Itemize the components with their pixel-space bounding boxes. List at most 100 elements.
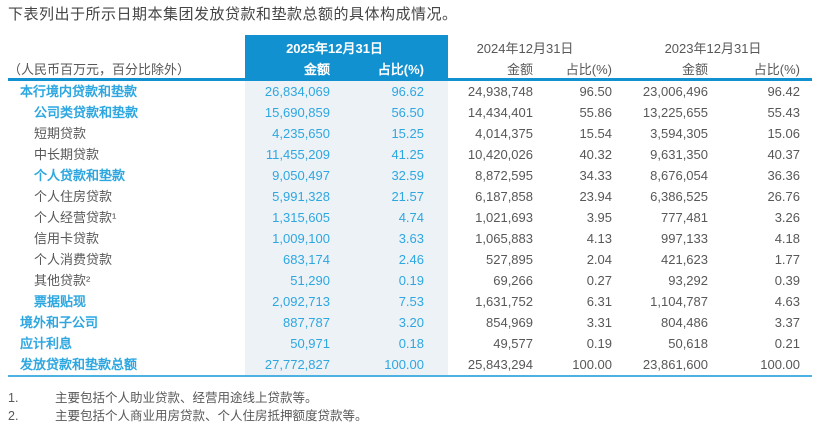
amount-2024: 69,266 <box>493 273 533 288</box>
pct-2025: 0.19 <box>332 270 448 291</box>
amount-2024: 10,420,026 <box>467 147 533 162</box>
amount-2024: 1,021,693 <box>475 210 533 225</box>
column-header-date-2024: 2024年12月31日 <box>476 40 574 56</box>
pct-2025: 2.46 <box>332 249 448 270</box>
amount-2025: 27,772,827 <box>245 354 332 377</box>
amount-2024: 49,577 <box>493 336 533 351</box>
footnote-text: 主要包括个人商业用房贷款、个人住房抵押额度贷款等。 <box>55 409 368 423</box>
table-row: 境外和子公司 887,787 3.20 854,969 3.31 804,486 3.37 <box>8 312 812 333</box>
pct-header-2024: 占比(%) <box>535 59 614 81</box>
amount-2024: 6,187,858 <box>475 189 533 204</box>
amount-2025: 26,834,069 <box>245 79 332 102</box>
table-row: 中长期贷款 11,455,209 41.25 10,420,026 40.32 9,631… <box>8 144 812 165</box>
amount-2023: 23,006,496 <box>642 84 708 99</box>
pct-header-2025: 占比(%) <box>332 59 448 81</box>
row-label: 个人消费贷款 <box>34 252 113 267</box>
table-row: 公司类贷款和垫款 15,690,859 56.50 14,434,401 55.86 13… <box>8 102 812 123</box>
row-label: 境外和子公司 <box>20 315 99 330</box>
header-spacer <box>8 35 245 59</box>
pct-2023: 55.43 <box>767 105 800 120</box>
pct-2024: 15.54 <box>579 126 612 141</box>
amount-2025: 4,235,650 <box>245 123 332 144</box>
amount-2023: 8,676,054 <box>650 168 708 183</box>
footnote-text: 主要包括个人助业贷款、经营用途线上贷款等。 <box>55 391 318 405</box>
pct-2025: 96.62 <box>332 79 448 102</box>
pct-2025: 0.18 <box>332 333 448 354</box>
pct-2024: 23.94 <box>579 189 612 204</box>
pct-2023: 100.00 <box>710 354 812 377</box>
amount-2023: 421,623 <box>661 252 708 267</box>
amount-2024: 14,434,401 <box>467 105 533 120</box>
pct-2024: 6.31 <box>586 294 612 309</box>
amount-2024: 4,014,375 <box>475 126 533 141</box>
amount-2023: 23,861,600 <box>614 354 710 377</box>
table-row: 个人经营贷款¹ 1,315,605 4.74 1,021,693 3.95 777,481… <box>8 207 812 228</box>
amount-2025: 51,290 <box>245 270 332 291</box>
amount-2024: 527,895 <box>486 252 533 267</box>
row-label: 应计利息 <box>20 336 73 351</box>
table-body: 本行境内贷款和垫款 26,834,069 96.62 24,938,748 96.50 2… <box>8 79 812 377</box>
pct-2023: 96.42 <box>767 84 800 99</box>
column-header-date-2025: 2025年12月31日 <box>245 35 448 59</box>
pct-2023: 4.63 <box>774 294 800 309</box>
row-label: 本行境内贷款和垫款 <box>20 84 138 99</box>
amount-2025: 5,991,328 <box>245 186 332 207</box>
footnote-number: 1. <box>8 391 19 405</box>
footnotes: 1. 主要包括个人助业贷款、经营用途线上贷款等。 2. 主要包括个人商业用房贷款… <box>8 389 812 425</box>
row-label: 公司类贷款和垫款 <box>34 105 139 120</box>
amount-2024: 8,872,595 <box>475 168 533 183</box>
pct-2024: 3.31 <box>586 315 612 330</box>
pct-2023: 0.21 <box>774 336 800 351</box>
pct-2024: 2.04 <box>586 252 612 267</box>
amount-2025: 1,315,605 <box>245 207 332 228</box>
amount-2024: 24,938,748 <box>467 84 533 99</box>
pct-2023: 3.37 <box>774 315 800 330</box>
pct-2023: 3.26 <box>774 210 800 225</box>
amount-2024: 1,065,883 <box>475 231 533 246</box>
amount-2023: 3,594,305 <box>650 126 708 141</box>
pct-2025: 3.63 <box>332 228 448 249</box>
pct-2025: 3.20 <box>332 312 448 333</box>
row-label: 中长期贷款 <box>34 147 100 162</box>
pct-2025: 4.74 <box>332 207 448 228</box>
row-label: 其他贷款² <box>34 273 91 288</box>
pct-2023: 26.76 <box>767 189 800 204</box>
pct-2024: 100.00 <box>535 354 614 377</box>
footnote-number: 2. <box>8 409 19 423</box>
pct-2025: 21.57 <box>332 186 448 207</box>
row-label: 个人经营贷款¹ <box>34 210 117 225</box>
table-row: 短期贷款 4,235,650 15.25 4,014,375 15.54 3,594,30… <box>8 123 812 144</box>
footnote-1: 1. 主要包括个人助业贷款、经营用途线上贷款等。 <box>8 389 812 407</box>
pct-2025: 7.53 <box>332 291 448 312</box>
amount-2023: 13,225,655 <box>642 105 708 120</box>
amount-2023: 997,133 <box>661 231 708 246</box>
amount-2023: 804,486 <box>661 315 708 330</box>
table-row: 信用卡贷款 1,009,100 3.63 1,065,883 4.13 997,133 4.… <box>8 228 812 249</box>
table-row: 个人住房贷款 5,991,328 21.57 6,187,858 23.94 6,386,… <box>8 186 812 207</box>
amount-2025: 1,009,100 <box>245 228 332 249</box>
table-row: 个人消费贷款 683,174 2.46 527,895 2.04 421,623 1.77 <box>8 249 812 270</box>
pct-2023: 4.18 <box>774 231 800 246</box>
pct-2024: 34.33 <box>579 168 612 183</box>
table-row: 个人贷款和垫款 9,050,497 32.59 8,872,595 34.33 8,676… <box>8 165 812 186</box>
amount-2023: 50,618 <box>668 336 708 351</box>
amount-2025: 9,050,497 <box>245 165 332 186</box>
pct-2023: 15.06 <box>767 126 800 141</box>
amount-2025: 683,174 <box>245 249 332 270</box>
amount-2023: 6,386,525 <box>650 189 708 204</box>
amount-2023: 93,292 <box>668 273 708 288</box>
pct-2024: 96.50 <box>579 84 612 99</box>
row-label: 信用卡贷款 <box>34 231 100 246</box>
table-header-dates: 2025年12月31日 2024年12月31日 2023年12月31日 <box>8 35 812 59</box>
row-label: 个人住房贷款 <box>34 189 113 204</box>
column-header-date-2023: 2023年12月31日 <box>664 40 762 56</box>
row-label: 发放贷款和垫款总额 <box>8 354 245 377</box>
footnote-2: 2. 主要包括个人商业用房贷款、个人住房抵押额度贷款等。 <box>8 407 812 425</box>
amount-2025: 2,092,713 <box>245 291 332 312</box>
pct-2023: 36.36 <box>767 168 800 183</box>
amount-2025: 887,787 <box>245 312 332 333</box>
pct-2025: 32.59 <box>332 165 448 186</box>
pct-2024: 0.19 <box>586 336 612 351</box>
pct-2025: 41.25 <box>332 144 448 165</box>
row-label: 票据贴现 <box>34 294 87 309</box>
